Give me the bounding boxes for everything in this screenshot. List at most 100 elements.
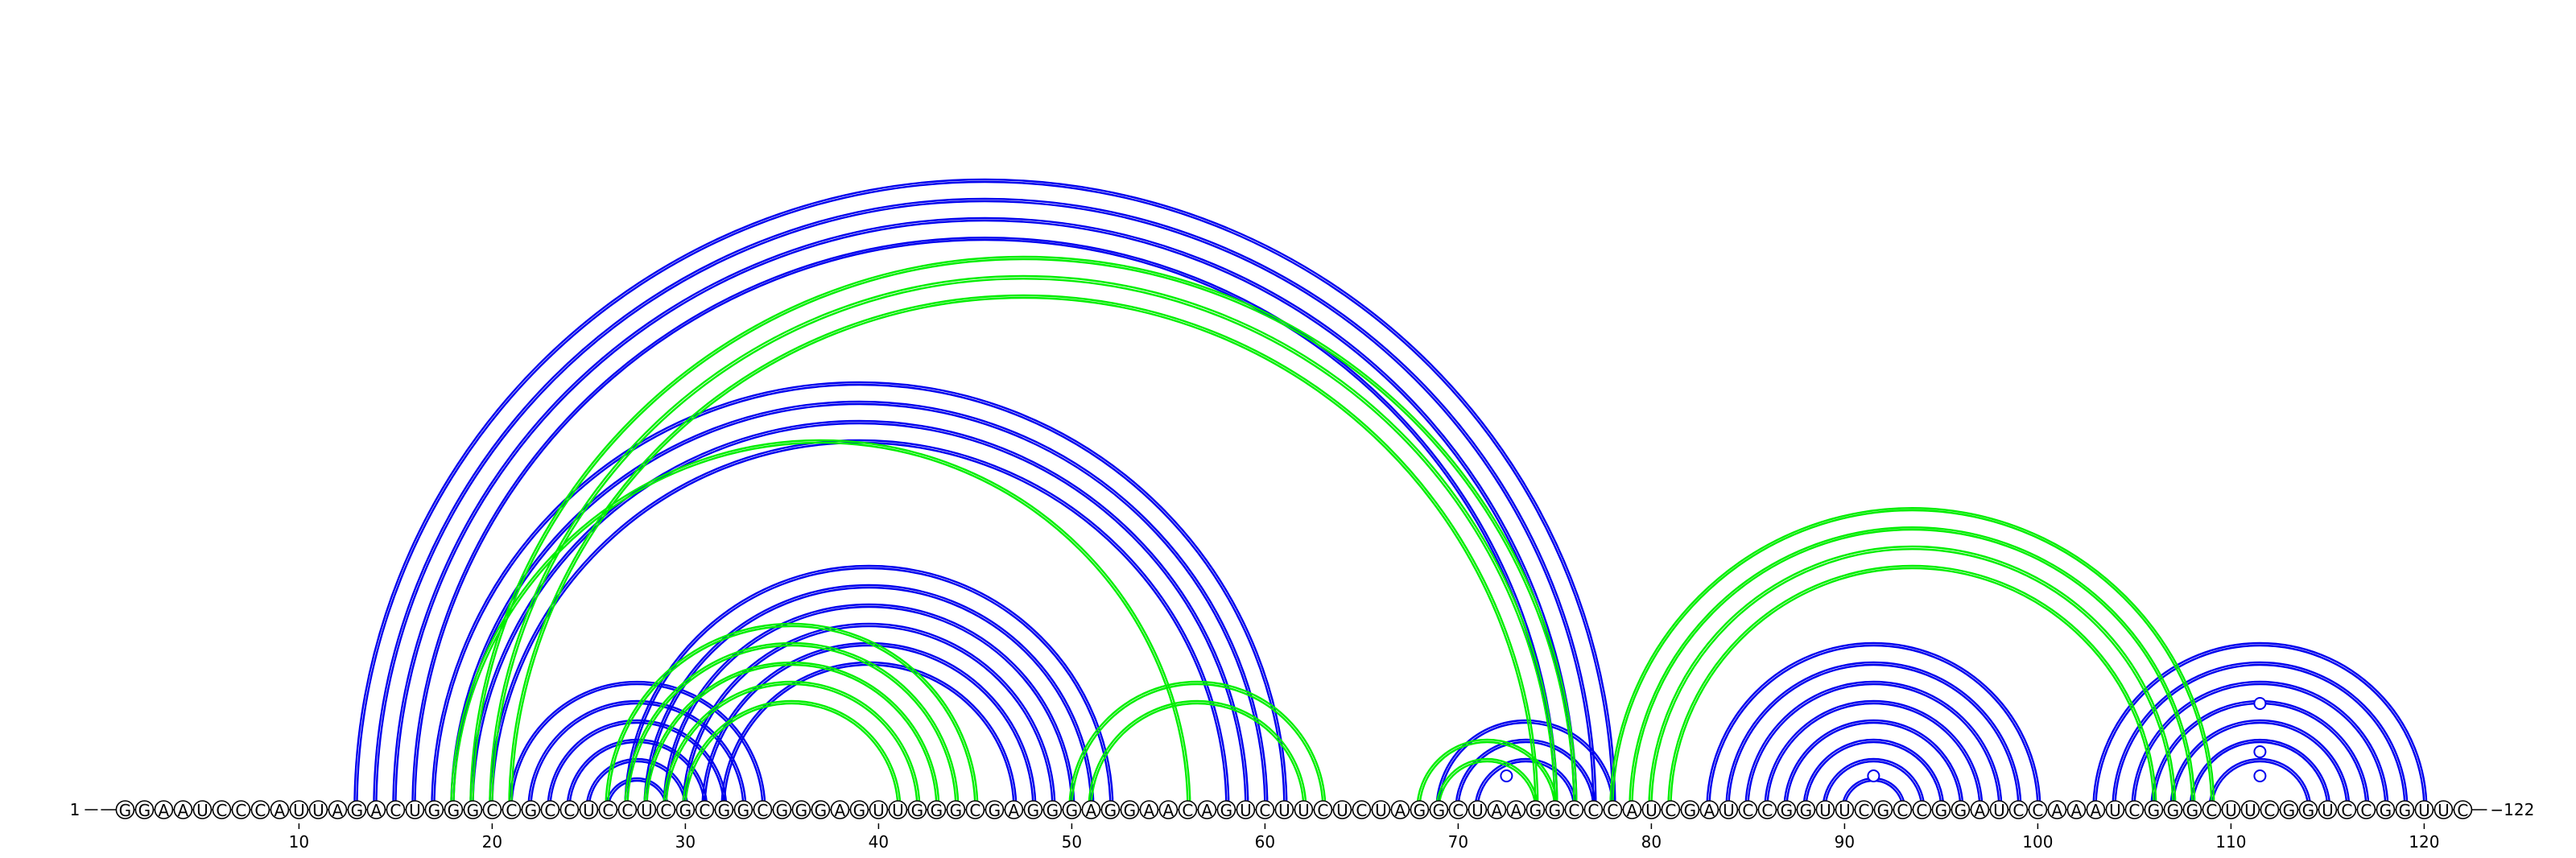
base-pair-arc <box>2092 641 2428 811</box>
nucleotide-letter: U <box>1375 801 1387 820</box>
nucleotide-circle <box>2202 800 2222 819</box>
base-pair-arc <box>394 219 1575 811</box>
base-pair-arc <box>450 439 1191 811</box>
nucleotide-circle <box>1931 800 1951 819</box>
nucleotide-letter: G <box>1935 801 1948 820</box>
base-pair-arc <box>585 757 689 811</box>
nucleotide-circle <box>2105 800 2125 819</box>
nucleotide-letter: G <box>1220 801 1233 820</box>
nucleotide-letter: A <box>178 801 189 820</box>
arcs-layer <box>353 178 2428 811</box>
nucleotide-circle <box>1004 800 1024 819</box>
base-pair-arc <box>1416 738 1558 811</box>
nucleotide-letter: A <box>2052 801 2063 820</box>
nucleotide-letter: C <box>2457 801 2468 820</box>
hairpin-marker <box>2253 745 2267 758</box>
base-pair-arc <box>1088 699 1307 811</box>
nucleotide-circle <box>1313 800 1333 819</box>
nucleotide-circle <box>424 800 444 819</box>
base-pair-arc <box>607 625 976 811</box>
hairpin-marker <box>2253 769 2267 782</box>
nucleotide-circle <box>270 800 290 819</box>
nucleotide-circle <box>289 800 309 819</box>
base-pair-arc <box>373 197 1597 811</box>
nucleotide-letter: G <box>1877 801 1890 820</box>
nucleotide-letter: G <box>679 801 692 820</box>
nucleotide-circle <box>2066 800 2087 819</box>
nucleotide-letter: C <box>506 801 517 820</box>
nucleotide-letter: G <box>1433 801 1446 820</box>
nucleotide-letter: U <box>892 801 904 820</box>
nucleotide-circle <box>1835 800 1855 819</box>
nucleotide-circle <box>1139 800 1159 819</box>
nucleotide-circle <box>1738 800 1758 819</box>
base-pair-arc <box>452 441 1189 811</box>
base-pair-arc <box>1805 740 1942 811</box>
nucleotide-letter: U <box>293 801 305 820</box>
nucleotide-circle <box>1158 800 1179 819</box>
nucleotide-circle <box>1506 800 1526 819</box>
base-pair-arc <box>1090 702 1305 811</box>
base-pair-arc <box>510 683 764 811</box>
nucleotide-letter: C <box>2032 801 2043 820</box>
nucleotide-letter: C <box>2341 801 2352 820</box>
nucleotide-letter: G <box>950 801 963 820</box>
nucleotide-letter: C <box>1259 801 1270 820</box>
base-pair-arc <box>489 274 1558 811</box>
nucleotide-circle <box>386 800 406 819</box>
nucleotide-letter: G <box>795 801 808 820</box>
nucleotide-circle <box>1255 800 1275 819</box>
nucleotide-letter: U <box>196 801 208 820</box>
tick-label: 80 <box>1641 832 1662 852</box>
nucleotide-letter: U <box>2438 801 2450 820</box>
nucleotide-circle <box>1448 800 1468 819</box>
nucleotide-circle <box>579 800 599 819</box>
nucleotide-letter: C <box>216 801 227 820</box>
nucleotide-circle <box>1796 800 1816 819</box>
nucleotide-circle <box>192 800 213 819</box>
base-pair-arc <box>684 625 1054 811</box>
hairpin-marker <box>2253 697 2267 710</box>
base-pair-arc <box>663 680 921 811</box>
base-pair-arc <box>2189 738 2331 811</box>
base-pair-arc <box>489 439 1230 811</box>
nucleotide-circle <box>328 800 348 819</box>
nucleotide-circle <box>1545 800 1565 819</box>
base-pair-arc <box>469 419 1249 811</box>
tick-label: 20 <box>482 832 502 852</box>
nucleotide-circle <box>637 800 657 819</box>
nucleotide-letter: U <box>2109 801 2121 820</box>
nucleotide-circle <box>1989 800 2009 819</box>
nucleotide-letter: U <box>1278 801 1290 820</box>
end-label: −122 <box>2490 800 2534 819</box>
nucleotide-circle <box>366 800 386 819</box>
nucleotide-circle <box>2163 800 2183 819</box>
nucleotide-letter: G <box>2399 801 2412 820</box>
tick-label: 40 <box>869 832 889 852</box>
nucleotide-circle <box>2337 800 2357 819</box>
nucleotide-circle <box>2028 800 2048 819</box>
nucleotide-circle <box>811 800 831 819</box>
base-pair-arc <box>663 603 1075 811</box>
base-pair-arc <box>2112 661 2409 811</box>
base-pair-arc <box>605 622 979 811</box>
nucleotide-circle <box>830 800 850 819</box>
nucleotide-letter: G <box>1530 801 1542 820</box>
nucleotide-circle <box>2260 800 2280 819</box>
nucleotide-circle <box>521 800 541 819</box>
base-pair-arc <box>1438 721 1614 811</box>
base-pair-arc <box>624 564 1114 811</box>
base-pair-arc <box>1631 528 2194 811</box>
nucleotide-circle <box>907 800 927 819</box>
nucleotide-circle <box>946 800 966 819</box>
nucleotide-letter: G <box>776 801 789 820</box>
nucleotide-letter: G <box>1066 801 1079 820</box>
nucleotide-circle <box>656 800 676 819</box>
nucleotide-letter: G <box>1800 801 1813 820</box>
nucleotide-circle <box>115 800 135 819</box>
nucleotide-letter: G <box>2283 801 2296 820</box>
nucleotide-circle <box>231 800 251 819</box>
nucleotide-letter: U <box>1723 801 1735 820</box>
nucleotide-circle <box>1525 800 1546 819</box>
nucleotide-letter: C <box>969 801 980 820</box>
